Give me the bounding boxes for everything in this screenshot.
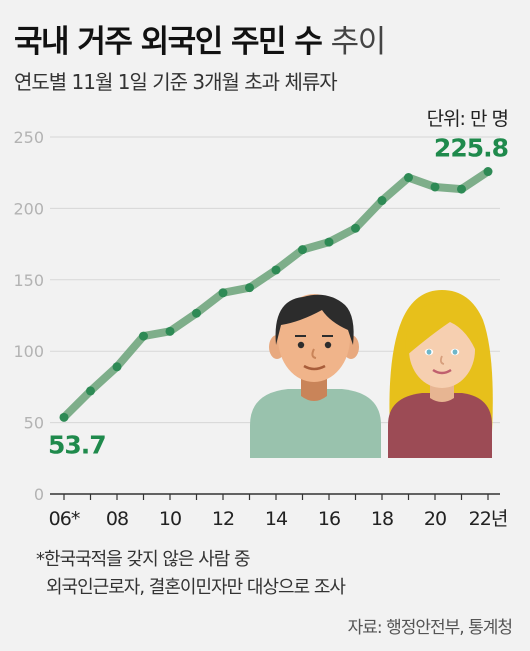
title-suffix: 추이: [330, 24, 387, 60]
x-axis: 06* 08 10 12 14 16 18 20 22년: [49, 493, 508, 530]
x-tick-label: 14: [265, 508, 288, 530]
footnote: *한국국적을 갖지 않은 사람 중 외국인근로자, 결혼이민자만 대상으로 조사: [36, 546, 346, 602]
x-tick-label: 16: [318, 508, 340, 530]
y-axis: 0 50 100 150 200 250: [13, 128, 44, 504]
data-point: [139, 331, 148, 341]
data-point: [377, 196, 387, 206]
chart-title: 국내 거주 외국인 주민 수 추이: [14, 16, 387, 61]
data-point: [298, 245, 307, 255]
chart-subtitle: 연도별 11월 1일 기준 3개월 초과 체류자: [14, 70, 338, 94]
unit-label: 단위: 만 명: [426, 108, 509, 130]
x-tick-label: 08: [106, 508, 128, 530]
woman-illustration: [388, 290, 493, 458]
x-tick-label: 20: [424, 508, 446, 530]
x-tick-label: 22년: [469, 508, 508, 530]
y-tick-label: 0: [34, 485, 44, 504]
data-point: [404, 173, 413, 183]
x-tick-label: 06*: [49, 508, 80, 530]
y-tick-label: 100: [13, 342, 44, 361]
data-label-2006: 53.7: [48, 430, 106, 459]
data-labels: 53.7 225.8: [48, 134, 509, 460]
y-tick-label: 50: [24, 414, 44, 433]
data-point: [271, 265, 281, 275]
data-point: [59, 412, 69, 422]
data-point: [483, 167, 493, 177]
data-point: [324, 237, 334, 247]
source-label: 자료: 행정안전부, 통계청: [347, 618, 513, 638]
data-point: [165, 326, 175, 336]
data-point: [192, 308, 201, 318]
data-point: [430, 182, 440, 192]
y-tick-label: 250: [13, 128, 44, 147]
data-point: [457, 184, 466, 194]
series-foreign-residents: [59, 167, 493, 422]
x-tick-label: 12: [212, 508, 234, 530]
man-illustration: [250, 294, 381, 458]
y-tick-label: 200: [13, 199, 44, 218]
data-point: [86, 386, 95, 396]
data-point: [218, 288, 228, 298]
data-point: [112, 362, 122, 372]
data-label-2022: 225.8: [434, 134, 508, 163]
x-tick-label: 10: [159, 508, 181, 530]
x-tick-label: 18: [371, 508, 393, 530]
y-tick-label: 150: [13, 271, 44, 290]
title-main: 국내 거주 외국인 주민 수: [14, 24, 323, 60]
footnote-line-2: 외국인근로자, 결혼이민자만 대상으로 조사: [46, 577, 346, 598]
footnote-line-1: *한국국적을 갖지 않은 사람 중: [36, 549, 251, 570]
data-point: [351, 223, 360, 233]
data-point: [245, 283, 254, 293]
